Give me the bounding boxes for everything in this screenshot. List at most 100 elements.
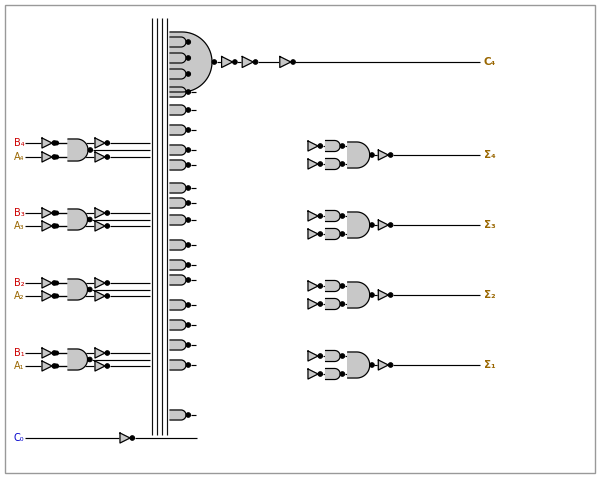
Text: Σ₄: Σ₄ <box>484 150 496 160</box>
Circle shape <box>388 223 393 228</box>
Circle shape <box>388 293 393 297</box>
Polygon shape <box>308 229 318 239</box>
Circle shape <box>55 211 58 215</box>
Text: B₂: B₂ <box>14 278 25 288</box>
Circle shape <box>186 303 191 307</box>
Polygon shape <box>170 275 186 285</box>
Polygon shape <box>170 87 186 97</box>
Circle shape <box>88 148 92 152</box>
Polygon shape <box>170 340 186 350</box>
Text: Σ₂: Σ₂ <box>484 290 496 300</box>
Polygon shape <box>308 211 318 221</box>
Circle shape <box>340 284 345 288</box>
Circle shape <box>318 302 323 306</box>
Circle shape <box>340 162 345 166</box>
Polygon shape <box>170 105 186 115</box>
Polygon shape <box>326 281 340 292</box>
Polygon shape <box>170 160 186 170</box>
Polygon shape <box>170 198 186 208</box>
Circle shape <box>318 354 323 358</box>
Circle shape <box>52 351 56 355</box>
Circle shape <box>52 293 56 298</box>
Text: A₃: A₃ <box>14 221 25 231</box>
Polygon shape <box>348 212 370 238</box>
Circle shape <box>318 144 323 148</box>
Polygon shape <box>95 138 105 148</box>
Polygon shape <box>326 159 340 170</box>
Polygon shape <box>68 349 88 370</box>
Circle shape <box>186 128 191 132</box>
Polygon shape <box>42 278 52 288</box>
Circle shape <box>52 281 56 285</box>
Circle shape <box>318 232 323 236</box>
Circle shape <box>55 351 58 355</box>
Text: C₄: C₄ <box>484 57 496 67</box>
Circle shape <box>212 60 217 65</box>
Polygon shape <box>308 369 318 379</box>
Polygon shape <box>170 125 186 135</box>
Polygon shape <box>326 369 340 380</box>
Circle shape <box>186 56 191 60</box>
Circle shape <box>186 263 191 267</box>
Polygon shape <box>68 279 88 300</box>
Circle shape <box>186 40 191 44</box>
Polygon shape <box>95 361 105 371</box>
Circle shape <box>186 343 191 348</box>
Polygon shape <box>42 348 52 358</box>
Text: A₂: A₂ <box>14 291 25 301</box>
Circle shape <box>318 162 323 166</box>
Polygon shape <box>308 141 318 151</box>
Polygon shape <box>170 240 186 250</box>
Circle shape <box>186 201 191 205</box>
Text: A₄: A₄ <box>14 152 25 162</box>
Circle shape <box>105 281 110 285</box>
Polygon shape <box>308 351 318 361</box>
Circle shape <box>340 354 345 358</box>
Circle shape <box>55 364 58 368</box>
Polygon shape <box>42 208 52 218</box>
Polygon shape <box>170 32 212 92</box>
Circle shape <box>318 372 323 376</box>
Circle shape <box>186 163 191 167</box>
Text: A₁: A₁ <box>14 361 25 371</box>
Circle shape <box>52 155 56 159</box>
Circle shape <box>340 232 345 236</box>
Circle shape <box>370 363 374 367</box>
Circle shape <box>186 278 191 282</box>
Polygon shape <box>348 142 370 168</box>
Polygon shape <box>170 69 186 79</box>
Polygon shape <box>42 221 52 231</box>
Polygon shape <box>42 138 52 148</box>
Circle shape <box>105 224 110 228</box>
Polygon shape <box>326 228 340 239</box>
Polygon shape <box>120 433 130 443</box>
Polygon shape <box>348 352 370 378</box>
Circle shape <box>340 144 345 148</box>
Circle shape <box>186 185 191 190</box>
Circle shape <box>186 243 191 247</box>
Circle shape <box>105 155 110 159</box>
Text: Σ₁: Σ₁ <box>484 360 496 370</box>
Polygon shape <box>95 348 105 358</box>
Circle shape <box>291 60 295 65</box>
Circle shape <box>105 211 110 215</box>
Circle shape <box>105 293 110 298</box>
Polygon shape <box>326 350 340 361</box>
Circle shape <box>340 214 345 218</box>
Polygon shape <box>379 150 388 160</box>
Polygon shape <box>221 56 233 67</box>
Polygon shape <box>170 300 186 310</box>
Circle shape <box>370 293 374 297</box>
Polygon shape <box>170 215 186 225</box>
Circle shape <box>186 217 191 222</box>
Circle shape <box>105 364 110 369</box>
Polygon shape <box>308 281 318 291</box>
Circle shape <box>186 90 191 94</box>
Polygon shape <box>348 282 370 308</box>
Polygon shape <box>379 220 388 230</box>
Polygon shape <box>170 53 186 63</box>
Circle shape <box>55 224 58 228</box>
Polygon shape <box>170 320 186 330</box>
Circle shape <box>52 224 56 228</box>
Polygon shape <box>170 145 186 155</box>
